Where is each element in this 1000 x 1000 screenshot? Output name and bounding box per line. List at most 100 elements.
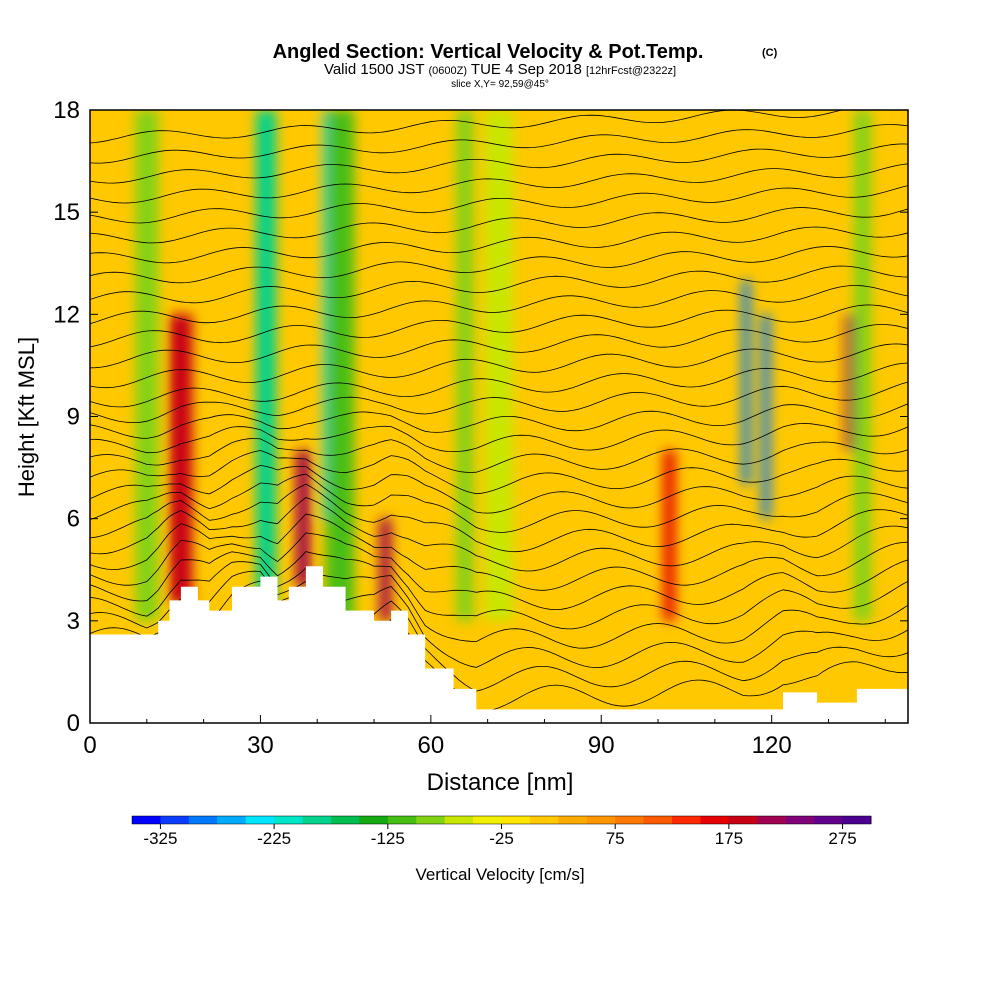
colorbar-swatch xyxy=(842,816,872,824)
colorbar-swatch xyxy=(188,816,218,824)
theta-contour xyxy=(90,473,908,533)
velocity-band xyxy=(169,314,193,604)
theta-contour xyxy=(90,580,908,692)
x-tick-label: 30 xyxy=(247,732,274,759)
y-tick-label: 15 xyxy=(53,199,80,226)
y-tick-label: 3 xyxy=(67,608,80,635)
subtitle-prefix: Valid 1500 JST xyxy=(324,61,424,78)
theta-contour xyxy=(90,561,908,649)
y-tick-label: 6 xyxy=(67,506,80,533)
theta-contour xyxy=(90,551,908,630)
y-tick-label: 12 xyxy=(53,301,80,328)
colorbar-tick-label: -125 xyxy=(371,829,405,848)
colorbar-swatch xyxy=(785,816,815,824)
velocity-band xyxy=(379,518,392,621)
colorbar-swatch xyxy=(132,816,161,824)
colorbar-swatch xyxy=(728,816,758,824)
colorbar-swatch xyxy=(529,816,559,824)
subtitle-date: TUE 4 Sep 2018 xyxy=(471,61,582,78)
theta-contour xyxy=(90,513,908,591)
x-tick-label: 120 xyxy=(752,732,792,759)
colorbar-swatch xyxy=(416,816,446,824)
x-tick-label: 0 xyxy=(83,732,96,759)
plot-area xyxy=(90,110,908,723)
chart-subtitle: Valid 1500 JST (0600Z) TUE 4 Sep 2018 [1… xyxy=(324,61,676,78)
terrain-mask xyxy=(90,566,908,723)
velocity-band xyxy=(135,110,159,621)
velocity-band xyxy=(456,110,474,621)
theta-contour xyxy=(90,438,908,473)
subtitle-zulu: (0600Z) xyxy=(428,65,467,77)
theta-contour xyxy=(90,497,908,572)
chart-title-suffix: (C) xyxy=(762,47,778,59)
colorbar-swatch xyxy=(274,816,304,824)
colorbar: -325 -225 -125 -25 75 175 275 xyxy=(131,815,872,848)
theta-contour xyxy=(90,422,908,454)
colorbar-swatch xyxy=(586,816,616,824)
theta-contour xyxy=(90,403,908,439)
colorbar-swatch xyxy=(217,816,247,824)
colorbar-tick-label: -225 xyxy=(257,829,291,848)
colorbar-swatch xyxy=(700,816,730,824)
theta-contours xyxy=(90,110,908,712)
theta-contour xyxy=(90,483,908,553)
subtitle-forecast: [12hrFcst@2322z] xyxy=(586,65,676,77)
x-tick-label: 60 xyxy=(417,732,444,759)
velocity-band xyxy=(845,314,857,451)
theta-contour xyxy=(90,265,908,304)
colorbar-swatch xyxy=(473,816,502,824)
colorbar-swatch xyxy=(245,816,275,824)
colorbar-swatch xyxy=(387,816,417,824)
theta-contour xyxy=(90,570,908,668)
theta-contour xyxy=(90,143,908,184)
theta-contour xyxy=(90,185,908,224)
x-axis-label: Distance [nm] xyxy=(427,769,574,796)
theta-contour xyxy=(90,450,908,495)
colorbar-swatch xyxy=(757,816,787,824)
colorbar-swatch xyxy=(302,816,332,824)
theta-contour xyxy=(90,226,908,264)
velocity-band xyxy=(762,314,770,519)
colorbar-tick-label: -25 xyxy=(489,829,514,848)
colorbar-swatch xyxy=(160,816,190,824)
colorbar-swatch xyxy=(359,816,389,824)
theta-contour xyxy=(90,304,908,348)
colorbar-swatch xyxy=(330,816,360,824)
y-tick-label: 0 xyxy=(67,710,80,737)
theta-contour xyxy=(90,464,908,514)
colorbar-swatch xyxy=(501,816,531,824)
colorbar-swatch xyxy=(615,816,645,824)
y-tick-label: 18 xyxy=(53,97,80,124)
theta-contour xyxy=(90,343,908,389)
colorbar-tick-label: 75 xyxy=(606,829,625,848)
colorbar-swatch xyxy=(814,816,844,824)
theta-contour xyxy=(90,163,908,204)
theta-contour xyxy=(90,110,844,144)
chart-title: Angled Section: Vertical Velocity & Pot.… xyxy=(273,41,704,63)
colorbar-swatch xyxy=(558,816,588,824)
y-tick-label: 9 xyxy=(67,404,80,431)
y-axis-label: Height [Kft MSL] xyxy=(14,337,39,497)
colorbar-swatch xyxy=(643,816,673,824)
velocity-band xyxy=(256,110,277,604)
colorbar-tick-label: 275 xyxy=(828,829,856,848)
theta-contour xyxy=(90,362,908,408)
theta-contour xyxy=(90,381,908,423)
theta-contour xyxy=(90,124,908,164)
velocity-band xyxy=(663,450,676,621)
colorbar-swatch xyxy=(672,816,701,824)
x-tick-label: 90 xyxy=(588,732,615,759)
velocity-band xyxy=(742,280,751,485)
theta-contour xyxy=(90,532,908,611)
theta-contour xyxy=(90,207,908,244)
theta-contour xyxy=(90,285,908,325)
slice-label: slice X,Y= 92,59@45° xyxy=(451,79,549,90)
axes: 0 30 60 90 120 0 3 6 9 12 15 18 xyxy=(53,97,908,759)
colorbar-tick-label: -325 xyxy=(143,829,177,848)
velocity-band xyxy=(854,110,872,621)
colorbar-tick-label: 175 xyxy=(715,829,743,848)
velocity-band xyxy=(325,110,355,621)
colorbar-swatch xyxy=(444,816,474,824)
theta-contour xyxy=(90,324,908,369)
